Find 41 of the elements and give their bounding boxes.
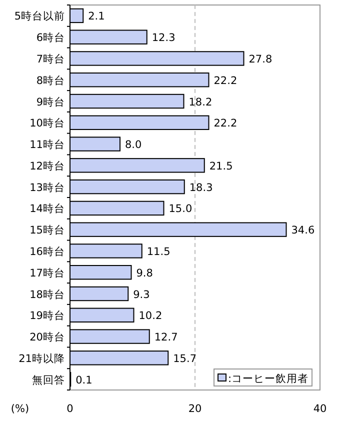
data-label: 18.2 [188, 96, 212, 108]
data-label: 22.2 [214, 118, 238, 130]
data-label: 9.8 [136, 267, 153, 280]
data-label: 27.8 [248, 53, 272, 66]
y-tick-label: 11時台 [30, 138, 65, 152]
y-tick-label: 16時台 [30, 244, 65, 258]
data-label: 15.0 [168, 203, 192, 216]
y-tick-label: 18時台 [30, 288, 65, 301]
y-tick-label: 6時台 [36, 31, 65, 44]
x-tick-label: 40 [313, 403, 327, 415]
data-label: 11.5 [146, 246, 170, 258]
y-tick-label: 9時台 [36, 95, 65, 108]
y-tick-label: 15時台 [30, 224, 65, 237]
y-tick-label: 12時台 [30, 159, 65, 172]
data-label: 2.1 [88, 10, 105, 23]
legend-label: :コーヒー飲用者 [228, 372, 309, 385]
y-tick-label: 14時台 [30, 202, 65, 216]
y-tick-label: 5時台以前 [14, 10, 65, 23]
y-tick-label: 7時台 [36, 52, 65, 66]
data-label: 34.6 [291, 224, 315, 237]
data-label: 9.3 [133, 288, 150, 301]
data-label: 8.0 [125, 139, 142, 152]
data-label: 12.3 [152, 32, 176, 44]
x-axis-title: (%) [10, 403, 30, 415]
y-tick-label: 17時台 [30, 266, 65, 280]
y-tick-label: 13時台 [30, 180, 65, 194]
y-tick-label: 20時台 [30, 330, 65, 344]
y-tick-label: 19時台 [30, 309, 65, 322]
data-label: 0.1 [76, 374, 92, 386]
data-label: 15.7 [173, 352, 197, 365]
x-tick-label: 20 [188, 403, 202, 415]
y-tick-label: 21時以降 [18, 352, 65, 365]
data-label: 10.2 [138, 310, 162, 322]
data-label: 12.7 [154, 332, 178, 344]
y-tick-label: 無回答 [32, 374, 65, 386]
data-label: 22.2 [214, 74, 238, 87]
data-label: 21.5 [209, 160, 233, 172]
data-label: 18.3 [189, 182, 213, 194]
y-tick-label: 10時台 [30, 116, 65, 130]
x-tick-label: 0 [66, 403, 74, 415]
y-tick-label: 8時台 [36, 74, 65, 87]
